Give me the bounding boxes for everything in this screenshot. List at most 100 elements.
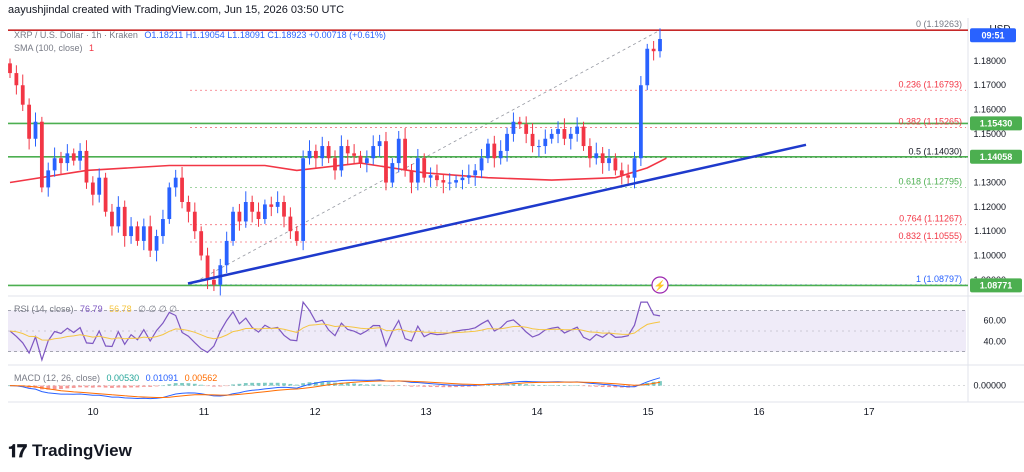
tradingview-logo-icon: 𝟏𝟕 [8,440,27,461]
macd-histogram-bar [84,385,89,388]
candle-body [441,180,446,183]
macd-histogram-bar [339,382,344,386]
brand-name: TradingView [32,441,132,460]
candle-body [205,255,210,280]
price-axis[interactable]: USD1.180001.170001.160001.150001.130001.… [970,24,1022,293]
candle-body [307,150,312,159]
candle-body [90,182,95,195]
price-badge-text: 1.15430 [980,118,1013,128]
candle-body [263,204,267,220]
macd-histogram-bar [505,384,509,386]
fib-level-label: 0.5 (1.14030) [908,146,962,156]
symbol-label[interactable]: XRP / U.S. Dollar · 1h · Kraken [14,30,138,40]
candle-body [33,121,38,139]
macd-histogram-bar [390,385,395,387]
macd-histogram-bar [524,384,529,386]
rsi-legend[interactable]: RSI (14, close) 76.79 56.78 ∅ ∅ ∅ ∅ [14,304,181,315]
attribution-text: aayushjindal created with TradingView.co… [8,4,345,16]
macd-axis-label: 0.00000 [973,381,1006,391]
candle-body [116,206,121,227]
macd-histogram-bar [326,382,331,386]
sma-polyline [9,157,667,184]
rsi-ma-value: 56.78 [109,304,132,314]
macd-histogram-bar [199,384,204,386]
candle-body [78,150,82,161]
candle-body [333,158,337,171]
macd-histogram-bar [148,385,153,387]
candle-body [186,202,191,212]
time-axis[interactable]: 10 11 12 13 14 15 16 17 [87,407,875,418]
candle-body [479,158,484,171]
candle-body [607,158,611,164]
macd-histogram-bar [428,385,433,387]
macd-signal-line [9,380,661,398]
sma-label: SMA (100, close) [14,43,83,53]
macd-legend[interactable]: MACD (12, 26, close) 0.00530 0.01091 0.0… [14,373,221,383]
candle-body [492,143,497,159]
macd-histogram-bar [186,383,191,386]
macd-histogram-bar [256,382,261,386]
alert-lightning-icon [651,276,669,294]
candle-body [352,153,357,156]
macd-histogram-bar [180,382,184,386]
fib-level-label: 1 (1.08797) [916,274,962,284]
bullish-trend-line [187,143,807,285]
candle-body [422,158,427,178]
footer-brand[interactable]: 𝟏𝟕 TradingView [8,438,132,464]
price-tick-label: 1.18000 [973,56,1006,66]
macd-histogram-bar [492,385,497,386]
macd-histogram-bar [466,385,471,387]
candle-body [339,146,344,171]
candle-body [14,73,19,86]
time-tick-label: 16 [753,407,765,418]
price-tick-label: 1.17000 [973,80,1006,90]
candle-body [632,158,637,178]
candle-body [84,150,89,183]
fib-level-label: 0.832 (1.10555) [898,231,962,241]
time-tick-label: 12 [309,407,321,418]
sma-value: 1 [89,43,95,53]
candle-body [377,141,382,147]
macd-histogram-bar [110,385,114,388]
macd-histogram-bar [313,381,318,386]
macd-histogram-bar [218,385,223,387]
candle-body [543,138,548,147]
sma-legend[interactable]: SMA (100, close) 1 [14,43,98,53]
macd-histogram-bar [212,385,216,387]
macd-histogram-bar [231,384,235,386]
candle-body [371,146,376,159]
macd-histogram-bar [282,383,286,386]
rsi-label: RSI (14, close) [14,304,74,314]
macd-histogram-bar [377,384,382,386]
macd-histogram-bar [396,385,401,386]
time-tick-label: 14 [531,407,543,418]
candles [8,28,662,296]
candle-body [390,163,395,183]
trend-line[interactable]: ⚡ [187,143,807,294]
candle-body [530,133,535,147]
macd-histogram-bar [511,384,516,386]
macd-histogram-bar [575,385,580,386]
candle-body [97,177,102,195]
price-tick-label: 1.13000 [973,178,1006,188]
macd-histogram-bar [479,385,484,387]
macd-histogram-bar [358,384,363,386]
macd-histogram-bar [275,382,280,386]
price-tick-label: 1.11000 [974,226,1006,236]
rsi-line [9,300,661,362]
macd-histogram-bar [543,385,548,386]
candle-body [135,226,140,241]
macd-histogram-bar [422,385,427,387]
candle-body [626,175,631,178]
macd-histogram-bar [46,385,51,390]
macd-histogram-bar [116,385,121,388]
sma-line [9,157,667,184]
fib-level-label: 0.382 (1.15265) [898,116,962,126]
macd-histogram-bar [129,385,133,388]
candle-body [524,124,529,134]
macd-histogram-bar [594,385,599,387]
fib-level-label: 0.764 (1.11267) [899,214,962,224]
macd-histogram-bar [135,385,140,388]
candle-body [46,170,51,188]
